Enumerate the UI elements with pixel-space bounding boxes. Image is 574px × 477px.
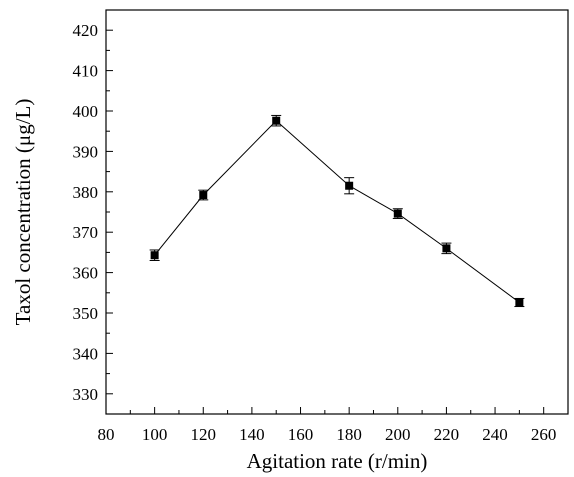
plot-frame xyxy=(105,9,569,415)
y-tick-label: 350 xyxy=(73,304,99,323)
y-tick-label: 420 xyxy=(73,21,99,40)
y-tick-label: 390 xyxy=(73,142,99,161)
data-point xyxy=(515,298,524,307)
y-tick-label: 330 xyxy=(73,385,99,404)
data-point xyxy=(272,116,281,125)
x-tick-label: 160 xyxy=(288,425,314,444)
x-tick-label: 200 xyxy=(385,425,411,444)
ticks: 80 100 120 140 160 180 200 220 240 260 330 340 350 36… xyxy=(73,9,557,444)
y-tick-label: 380 xyxy=(73,183,99,202)
data-point xyxy=(345,181,354,190)
y-axis-title: Taxol concentration (μg/L) xyxy=(11,99,35,326)
x-axis-title: Agitation rate (r/min) xyxy=(247,449,428,473)
data-point xyxy=(393,209,402,218)
y-tick-label: 400 xyxy=(73,102,99,121)
y-tick-label: 340 xyxy=(73,344,99,363)
x-tick-label: 240 xyxy=(482,425,508,444)
data-point xyxy=(150,251,159,260)
x-tick-label: 120 xyxy=(191,425,217,444)
x-tick-label: 220 xyxy=(434,425,460,444)
data-point xyxy=(199,191,208,200)
series xyxy=(149,114,525,308)
y-tick-label: 360 xyxy=(73,264,99,283)
x-tick-label: 260 xyxy=(531,425,557,444)
x-tick-label: 180 xyxy=(336,425,362,444)
y-tick-label: 370 xyxy=(73,223,99,242)
y-tick-label: 410 xyxy=(73,62,99,81)
x-tick-label: 80 xyxy=(98,425,115,444)
x-tick-label: 100 xyxy=(142,425,168,444)
data-point xyxy=(442,244,451,253)
x-tick-label: 140 xyxy=(239,425,265,444)
series-line xyxy=(154,120,520,303)
